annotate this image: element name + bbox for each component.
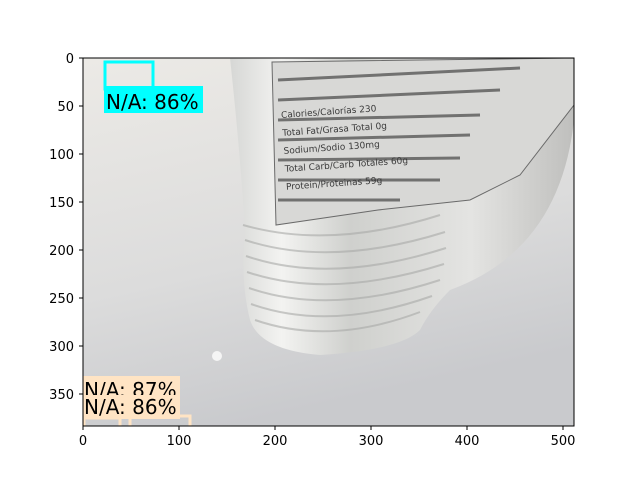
y-tick-label: 250 xyxy=(49,292,74,307)
nutrition-label-lines xyxy=(277,66,521,202)
x-axis xyxy=(82,426,564,430)
x-tick-label: 100 xyxy=(167,434,192,449)
detection-label-bg-0 xyxy=(104,86,203,113)
speck xyxy=(212,351,222,361)
y-tick-label: 350 xyxy=(49,388,74,403)
y-tick-label: 200 xyxy=(49,244,74,259)
y-axis xyxy=(79,57,83,395)
detection-label-0: N/A: 86% xyxy=(106,90,199,114)
y-tick-label: 150 xyxy=(49,196,74,211)
x-tick-label: 400 xyxy=(455,434,480,449)
x-tick-label: 500 xyxy=(551,434,576,449)
nutrition-label xyxy=(271,58,574,226)
y-tick-label: 300 xyxy=(49,340,74,355)
bottle-ridges xyxy=(242,214,447,333)
detection-box-1 xyxy=(83,416,122,426)
y-tick-label: 50 xyxy=(57,100,74,115)
y-tick-label: 0 xyxy=(66,52,74,67)
detection-box-2 xyxy=(128,414,192,426)
y-tick-label: 100 xyxy=(49,148,74,163)
detection-label-bg-1 xyxy=(83,376,180,398)
x-tick-label: 0 xyxy=(79,434,87,449)
photo: Calories/Calorías 230 Total Fat/Grasa To… xyxy=(83,58,574,426)
x-tick-label: 300 xyxy=(359,434,384,449)
x-tick-label: 200 xyxy=(263,434,288,449)
axes-frame xyxy=(82,57,575,427)
